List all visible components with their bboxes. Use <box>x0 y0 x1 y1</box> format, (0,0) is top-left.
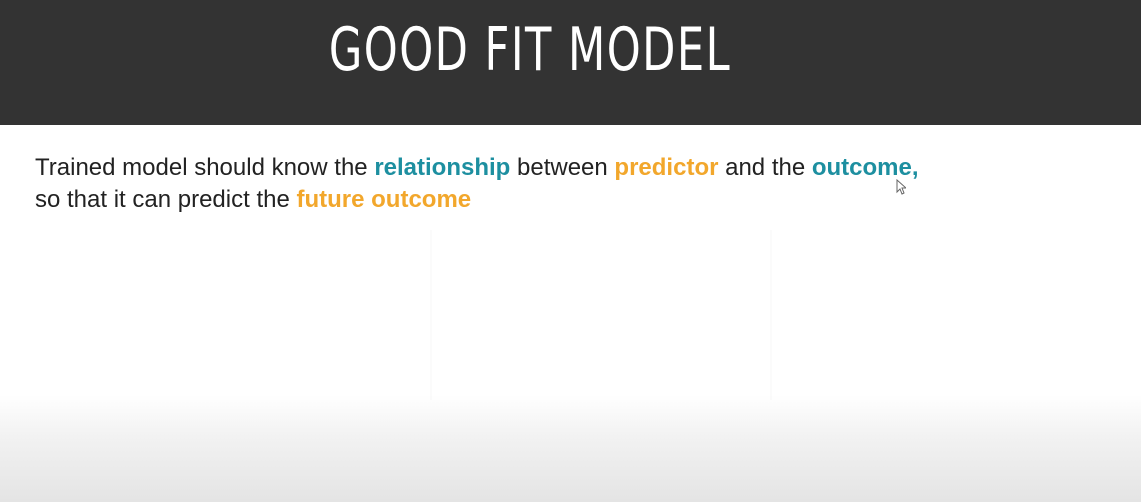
highlight-relationship: relationship <box>374 154 511 181</box>
background-artifact <box>770 230 772 400</box>
title-bar: GOOD FIT MODEL <box>0 0 1141 125</box>
text-segment: Trained model should know the <box>35 154 375 181</box>
text-segment: so that it can predict the <box>35 186 297 213</box>
highlight-future-outcome: future outcome <box>296 186 472 213</box>
mouse-pointer-icon <box>896 179 906 195</box>
highlight-outcome: outcome, <box>811 154 919 181</box>
body-line-1: Trained model should know the relationsh… <box>35 152 1115 184</box>
background-artifact <box>430 230 432 400</box>
slide-body: Trained model should know the relationsh… <box>35 152 1115 216</box>
highlight-predictor: predictor <box>614 154 719 181</box>
text-segment: and the <box>718 154 812 181</box>
slide-title: GOOD FIT MODEL <box>328 15 732 85</box>
body-line-2: so that it can predict the future outcom… <box>35 184 1115 216</box>
text-segment: between <box>510 154 615 181</box>
